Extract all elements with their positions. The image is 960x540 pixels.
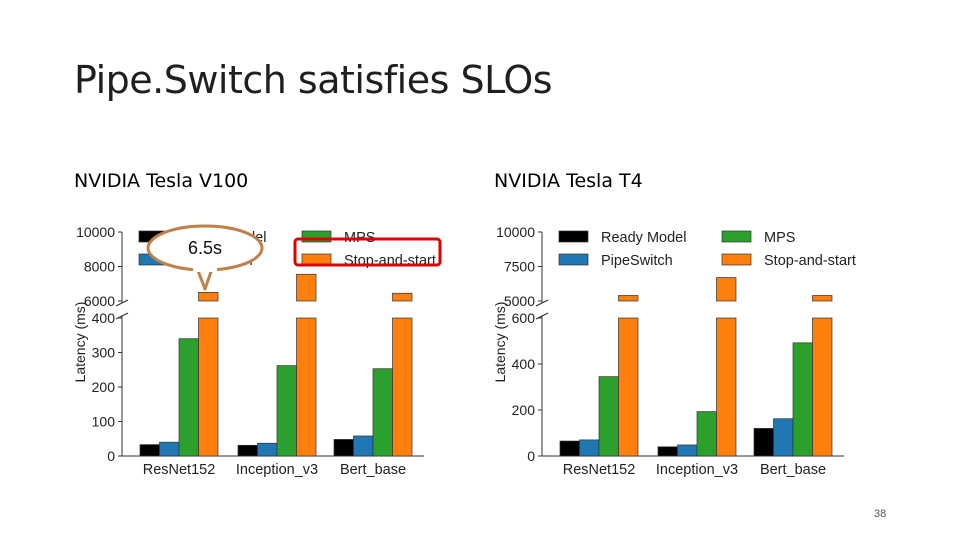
y-tick-label: 600 [512,310,536,326]
y-tick-label: 400 [512,356,536,372]
y-tick-label: 200 [512,402,536,418]
bar-mps-resnet152 [178,338,199,457]
bar-pipeswitch-inception_v3 [677,444,698,457]
x-tick-label: Inception_v3 [656,462,738,478]
x-tick-label: Bert_base [340,462,406,478]
bar-stop-and-start-bert_base-lower [812,317,833,457]
bar-stop-and-start-inception_v3-upper [716,277,737,302]
t4-latency-chart: 0 200 400 600 5000 7500 10000 Latency (ms) ResNe… [484,215,874,485]
page-number: 38 [874,508,887,520]
axis-break-mark [115,299,129,307]
legend-highlight-box [293,237,442,267]
bar-stop-and-start-resnet152-lower [198,317,219,457]
legend-label: Ready Model [601,230,686,246]
legend-label: Stop-and-start [764,253,856,269]
bar-stop-and-start-bert_base-lower [392,317,413,457]
bar-ready-model-inception_v3 [657,446,678,457]
y-axis-label: Latency (ms) [492,302,508,383]
x-tick-label: ResNet152 [143,462,216,478]
y-tick-label: 8000 [84,259,115,275]
bar-mps-inception_v3 [276,365,297,457]
bar-mps-bert_base [792,342,813,457]
bar-stop-and-start-resnet152-upper [198,292,219,302]
legend-swatch-ready-model [558,230,589,243]
bar-stop-and-start-resnet152-upper [618,295,639,302]
slide-title: Pipe.Switch satisfies SLOs [74,58,553,102]
bar-ready-model-resnet152 [559,440,580,457]
bar-pipeswitch-bert_base [773,418,794,457]
bar-stop-and-start-inception_v3-upper [296,273,317,302]
y-tick-label: 100 [92,414,116,430]
bar-stop-and-start-resnet152-lower [618,317,639,457]
x-tick-label: Inception_v3 [236,462,318,478]
y-tick-label: 400 [92,310,116,326]
y-tick-label: 200 [92,379,116,395]
bar-mps-inception_v3 [696,411,717,457]
legend-swatch-mps [301,230,332,243]
y-axis-label: Latency (ms) [72,302,88,383]
legend-label: MPS [764,230,795,246]
x-tick-label: Bert_base [760,462,826,478]
bar-mps-resnet152 [598,376,619,457]
v100-latency-chart: 0 100 200 300 400 6000 8000 10000 Latency (ms) Re… [64,215,454,485]
axis-break-mark [535,299,549,307]
legend-swatch-pipeswitch [558,253,589,266]
bar-ready-model-bert_base [333,439,354,457]
bar-stop-and-start-bert_base-upper [812,295,833,302]
bar-pipeswitch-resnet152 [579,439,600,457]
bar-ready-model-bert_base [753,428,774,457]
x-tick-label: ResNet152 [563,462,636,478]
y-tick-label: 0 [527,448,535,464]
legend-label: Stop-and-start [344,253,436,269]
bar-ready-model-inception_v3 [237,444,258,457]
y-tick-label: 10000 [496,224,535,240]
legend-label: PipeSwitch [601,253,673,269]
bar-ready-model-resnet152 [139,444,160,457]
legend-swatch-stop-and-start [301,253,332,266]
y-tick-label: 7500 [504,259,535,275]
legend-swatch-stop-and-start [721,253,752,266]
bar-stop-and-start-bert_base-upper [392,292,413,302]
bar-stop-and-start-inception_v3-lower [296,317,317,457]
callout-bubble-join [193,265,217,272]
y-tick-label: 10000 [76,224,115,240]
bar-mps-bert_base [372,368,393,457]
y-tick-label: 300 [92,345,116,361]
y-tick-label: 6000 [84,293,115,309]
callout-text: 6.5s [188,238,222,258]
bar-pipeswitch-bert_base [353,435,374,457]
y-tick-label: 5000 [504,293,535,309]
bar-pipeswitch-resnet152 [159,441,180,457]
y-tick-label: 0 [107,448,115,464]
legend-swatch-mps [721,230,752,243]
chart-2-title: NVIDIA Tesla T4 [494,170,643,192]
bar-pipeswitch-inception_v3 [257,442,278,457]
chart-1-title: NVIDIA Tesla V100 [74,170,249,192]
bar-stop-and-start-inception_v3-lower [716,317,737,457]
